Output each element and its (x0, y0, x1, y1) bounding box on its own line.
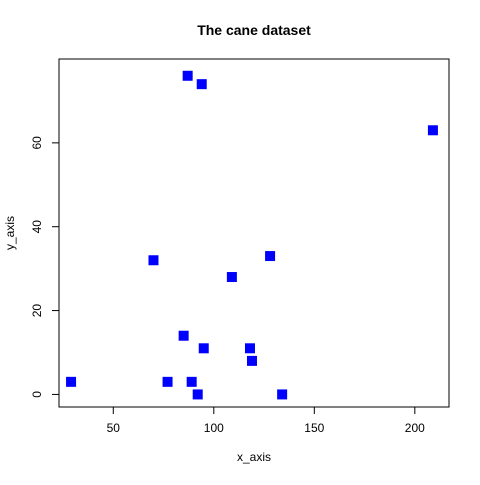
y-tick-label: 0 (30, 391, 44, 398)
data-point (277, 389, 288, 400)
y-axis-label: y_axis (3, 216, 17, 250)
x-axis: 50 100 150 200 (107, 406, 425, 435)
y-axis: 0 20 40 60 (30, 136, 60, 398)
data-point (162, 376, 173, 387)
chart-title: The cane dataset (197, 22, 311, 38)
data-point (196, 79, 207, 90)
data-point (192, 389, 203, 400)
data-point (244, 343, 255, 354)
y-tick-label: 40 (30, 220, 44, 234)
plot-area (58, 58, 450, 408)
data-point (182, 70, 193, 81)
data-point (148, 255, 159, 266)
data-point (186, 376, 197, 387)
data-point (226, 272, 237, 283)
data-point (246, 355, 257, 366)
data-point (265, 251, 276, 262)
x-tick-label: 150 (304, 421, 324, 435)
data-point (178, 330, 189, 341)
data-point (66, 376, 77, 387)
x-tick-label: 200 (405, 421, 425, 435)
x-axis-label: x_axis (237, 450, 271, 464)
data-points (66, 70, 438, 400)
x-tick-label: 100 (204, 421, 224, 435)
x-tick-label: 50 (107, 421, 121, 435)
data-point (198, 343, 209, 354)
data-point (427, 125, 438, 136)
y-tick-label: 20 (30, 304, 44, 318)
y-tick-label: 60 (30, 136, 44, 150)
